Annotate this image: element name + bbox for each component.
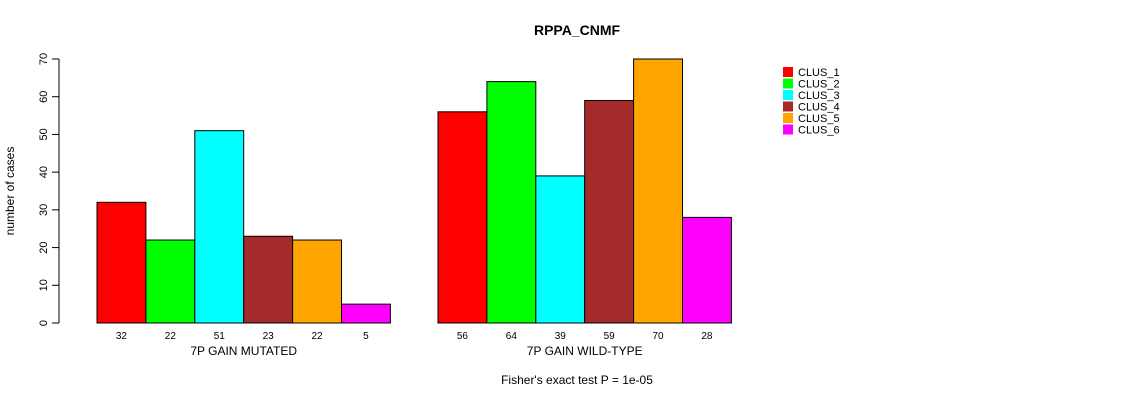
legend-swatch bbox=[783, 124, 793, 135]
bar-value-label: 22 bbox=[165, 331, 177, 342]
bars: 32 22 51 23 22 5 7P GAIN MUTATED 56 64 39 59 70 28 7P… bbox=[96, 58, 732, 358]
bar-value-label: 64 bbox=[506, 331, 518, 342]
bar-clus-3 bbox=[194, 130, 245, 324]
legend-label: CLUS_3 bbox=[798, 90, 840, 102]
bar-value-label: 23 bbox=[263, 331, 275, 342]
bar-clus-4 bbox=[584, 99, 635, 324]
legend-label: CLUS_6 bbox=[798, 125, 840, 137]
legend-swatch bbox=[783, 90, 793, 100]
bar-clus-2 bbox=[486, 81, 537, 324]
bar-clus-1 bbox=[96, 201, 147, 324]
bar-value-label: 28 bbox=[701, 331, 713, 342]
legend-label: CLUS_4 bbox=[798, 102, 840, 114]
legend-swatch bbox=[783, 67, 793, 77]
group-label: 7P GAIN WILD-TYPE bbox=[527, 344, 643, 358]
footnote: Fisher's exact test P = 1e-05 bbox=[501, 373, 653, 387]
y-tick-label: 20 bbox=[38, 241, 50, 253]
legend-label: CLUS_2 bbox=[798, 79, 840, 91]
bar-value-label: 56 bbox=[457, 331, 469, 342]
legend-swatch bbox=[783, 101, 793, 112]
bar-clus-1 bbox=[437, 111, 488, 324]
y-axis: 0 10 20 30 40 50 60 70 bbox=[38, 53, 60, 326]
chart-title: RPPA_CNMF bbox=[534, 22, 621, 38]
bar-value-label: 32 bbox=[116, 331, 128, 342]
bar-value-label: 51 bbox=[214, 331, 226, 342]
group-label: 7P GAIN MUTATED bbox=[190, 344, 297, 358]
y-tick-label: 60 bbox=[38, 91, 50, 103]
bar-clus-6 bbox=[682, 216, 732, 324]
y-tick-label: 50 bbox=[38, 128, 50, 140]
y-tick-label: 30 bbox=[38, 204, 50, 216]
y-tick-label: 0 bbox=[38, 320, 50, 326]
bar-clus-5 bbox=[292, 239, 343, 324]
bar-value-label: 39 bbox=[555, 331, 567, 342]
legend-swatch bbox=[783, 78, 793, 89]
y-tick-label: 10 bbox=[38, 279, 50, 291]
bar-clus-2 bbox=[145, 239, 196, 324]
bar-clus-4 bbox=[243, 235, 294, 324]
legend-label: CLUS_5 bbox=[798, 113, 840, 125]
bar-value-label: 70 bbox=[652, 331, 664, 342]
legend-label: CLUS_1 bbox=[798, 67, 840, 79]
bar-clus-3 bbox=[535, 175, 586, 324]
y-axis-label: number of cases bbox=[3, 147, 17, 236]
bar-value-label: 59 bbox=[604, 331, 616, 342]
bar-clus-6 bbox=[341, 303, 391, 324]
legend-swatch bbox=[783, 113, 793, 123]
y-tick-label: 70 bbox=[38, 53, 50, 65]
bar-value-label: 5 bbox=[363, 331, 369, 342]
bar-clus-5 bbox=[633, 58, 683, 324]
y-tick-label: 40 bbox=[38, 166, 50, 178]
bar-value-label: 22 bbox=[311, 331, 323, 342]
